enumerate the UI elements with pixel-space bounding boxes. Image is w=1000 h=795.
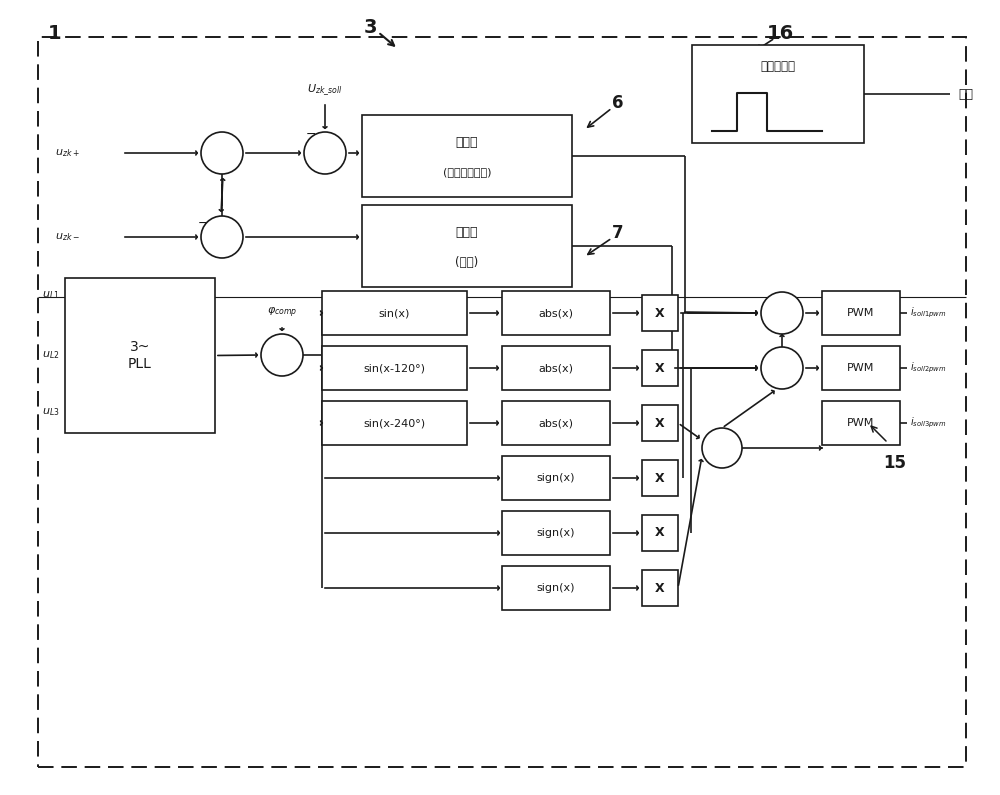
Text: sign(x): sign(x) <box>537 473 575 483</box>
Bar <box>65 278 215 433</box>
Text: PWM: PWM <box>847 308 875 318</box>
Text: $u_{L3}$: $u_{L3}$ <box>42 406 60 418</box>
Bar <box>822 291 900 335</box>
Text: $u_{L2}$: $u_{L2}$ <box>42 349 60 361</box>
Text: 16: 16 <box>766 24 794 42</box>
Circle shape <box>261 334 303 376</box>
Circle shape <box>761 347 803 389</box>
Text: +: + <box>216 145 228 161</box>
Text: 6: 6 <box>612 94 624 112</box>
Text: X: X <box>655 307 665 320</box>
Text: $\varphi_{comp}$: $\varphi_{comp}$ <box>267 306 297 320</box>
Bar <box>822 346 900 390</box>
Text: +: + <box>319 141 331 156</box>
Text: (中间电路电压): (中间电路电压) <box>443 168 491 177</box>
Text: $u_{zk+}$: $u_{zk+}$ <box>55 147 80 159</box>
Text: X: X <box>655 526 665 540</box>
Circle shape <box>761 292 803 334</box>
Text: abs(x): abs(x) <box>538 363 574 373</box>
Circle shape <box>304 132 346 174</box>
Bar <box>642 460 678 496</box>
Bar <box>822 401 900 445</box>
Circle shape <box>702 428 742 468</box>
Text: PWM: PWM <box>847 363 875 373</box>
Text: 调节器: 调节器 <box>456 136 478 149</box>
Text: 3~
PLL: 3~ PLL <box>128 340 152 370</box>
Bar <box>362 205 572 287</box>
Bar <box>322 346 467 390</box>
Bar <box>502 346 610 390</box>
Text: −: − <box>198 216 208 230</box>
Bar <box>502 401 610 445</box>
Text: +: + <box>776 360 788 375</box>
Text: 7: 7 <box>612 224 624 242</box>
Bar <box>642 570 678 606</box>
Bar <box>502 566 610 610</box>
Text: +: + <box>276 347 288 363</box>
Text: 脉冲发生器: 脉冲发生器 <box>761 60 796 73</box>
Bar <box>322 291 467 335</box>
Text: $i_{soll3pwm}$: $i_{soll3pwm}$ <box>910 416 947 430</box>
Text: −: − <box>306 127 316 141</box>
Text: X: X <box>655 362 665 374</box>
Text: abs(x): abs(x) <box>538 418 574 428</box>
Text: 3: 3 <box>363 17 377 37</box>
Bar <box>642 295 678 331</box>
Text: 15: 15 <box>884 454 906 472</box>
Text: $i_{soll1pwm}$: $i_{soll1pwm}$ <box>910 306 947 320</box>
Bar <box>642 405 678 441</box>
Text: +: + <box>216 230 228 245</box>
Text: +: + <box>716 441 728 455</box>
Text: 调节器: 调节器 <box>456 226 478 238</box>
Text: 1: 1 <box>48 24 62 42</box>
Bar <box>502 291 610 335</box>
Bar <box>642 350 678 386</box>
Text: (平衡): (平衡) <box>455 256 479 269</box>
Text: sin(x-120°): sin(x-120°) <box>364 363 426 373</box>
Bar <box>502 456 610 500</box>
Circle shape <box>201 132 243 174</box>
Text: sin(x-240°): sin(x-240°) <box>363 418 426 428</box>
Text: sin(x): sin(x) <box>379 308 410 318</box>
Bar <box>642 515 678 551</box>
Text: sign(x): sign(x) <box>537 583 575 593</box>
Text: $U_{zk\_soll}$: $U_{zk\_soll}$ <box>307 82 343 98</box>
Circle shape <box>201 216 243 258</box>
Text: 同步: 同步 <box>958 87 973 100</box>
Bar <box>322 401 467 445</box>
Text: $u_{zk-}$: $u_{zk-}$ <box>55 231 80 243</box>
Text: PWM: PWM <box>847 418 875 428</box>
Text: abs(x): abs(x) <box>538 308 574 318</box>
Bar <box>362 115 572 197</box>
Text: X: X <box>655 471 665 484</box>
Bar <box>502 511 610 555</box>
Text: X: X <box>655 581 665 595</box>
Text: $u_{L1}$: $u_{L1}$ <box>42 289 60 301</box>
Text: X: X <box>655 417 665 429</box>
Bar <box>692 45 864 143</box>
Text: $i_{soll2pwm}$: $i_{soll2pwm}$ <box>910 361 947 375</box>
Text: sign(x): sign(x) <box>537 528 575 538</box>
Text: +: + <box>776 305 788 320</box>
